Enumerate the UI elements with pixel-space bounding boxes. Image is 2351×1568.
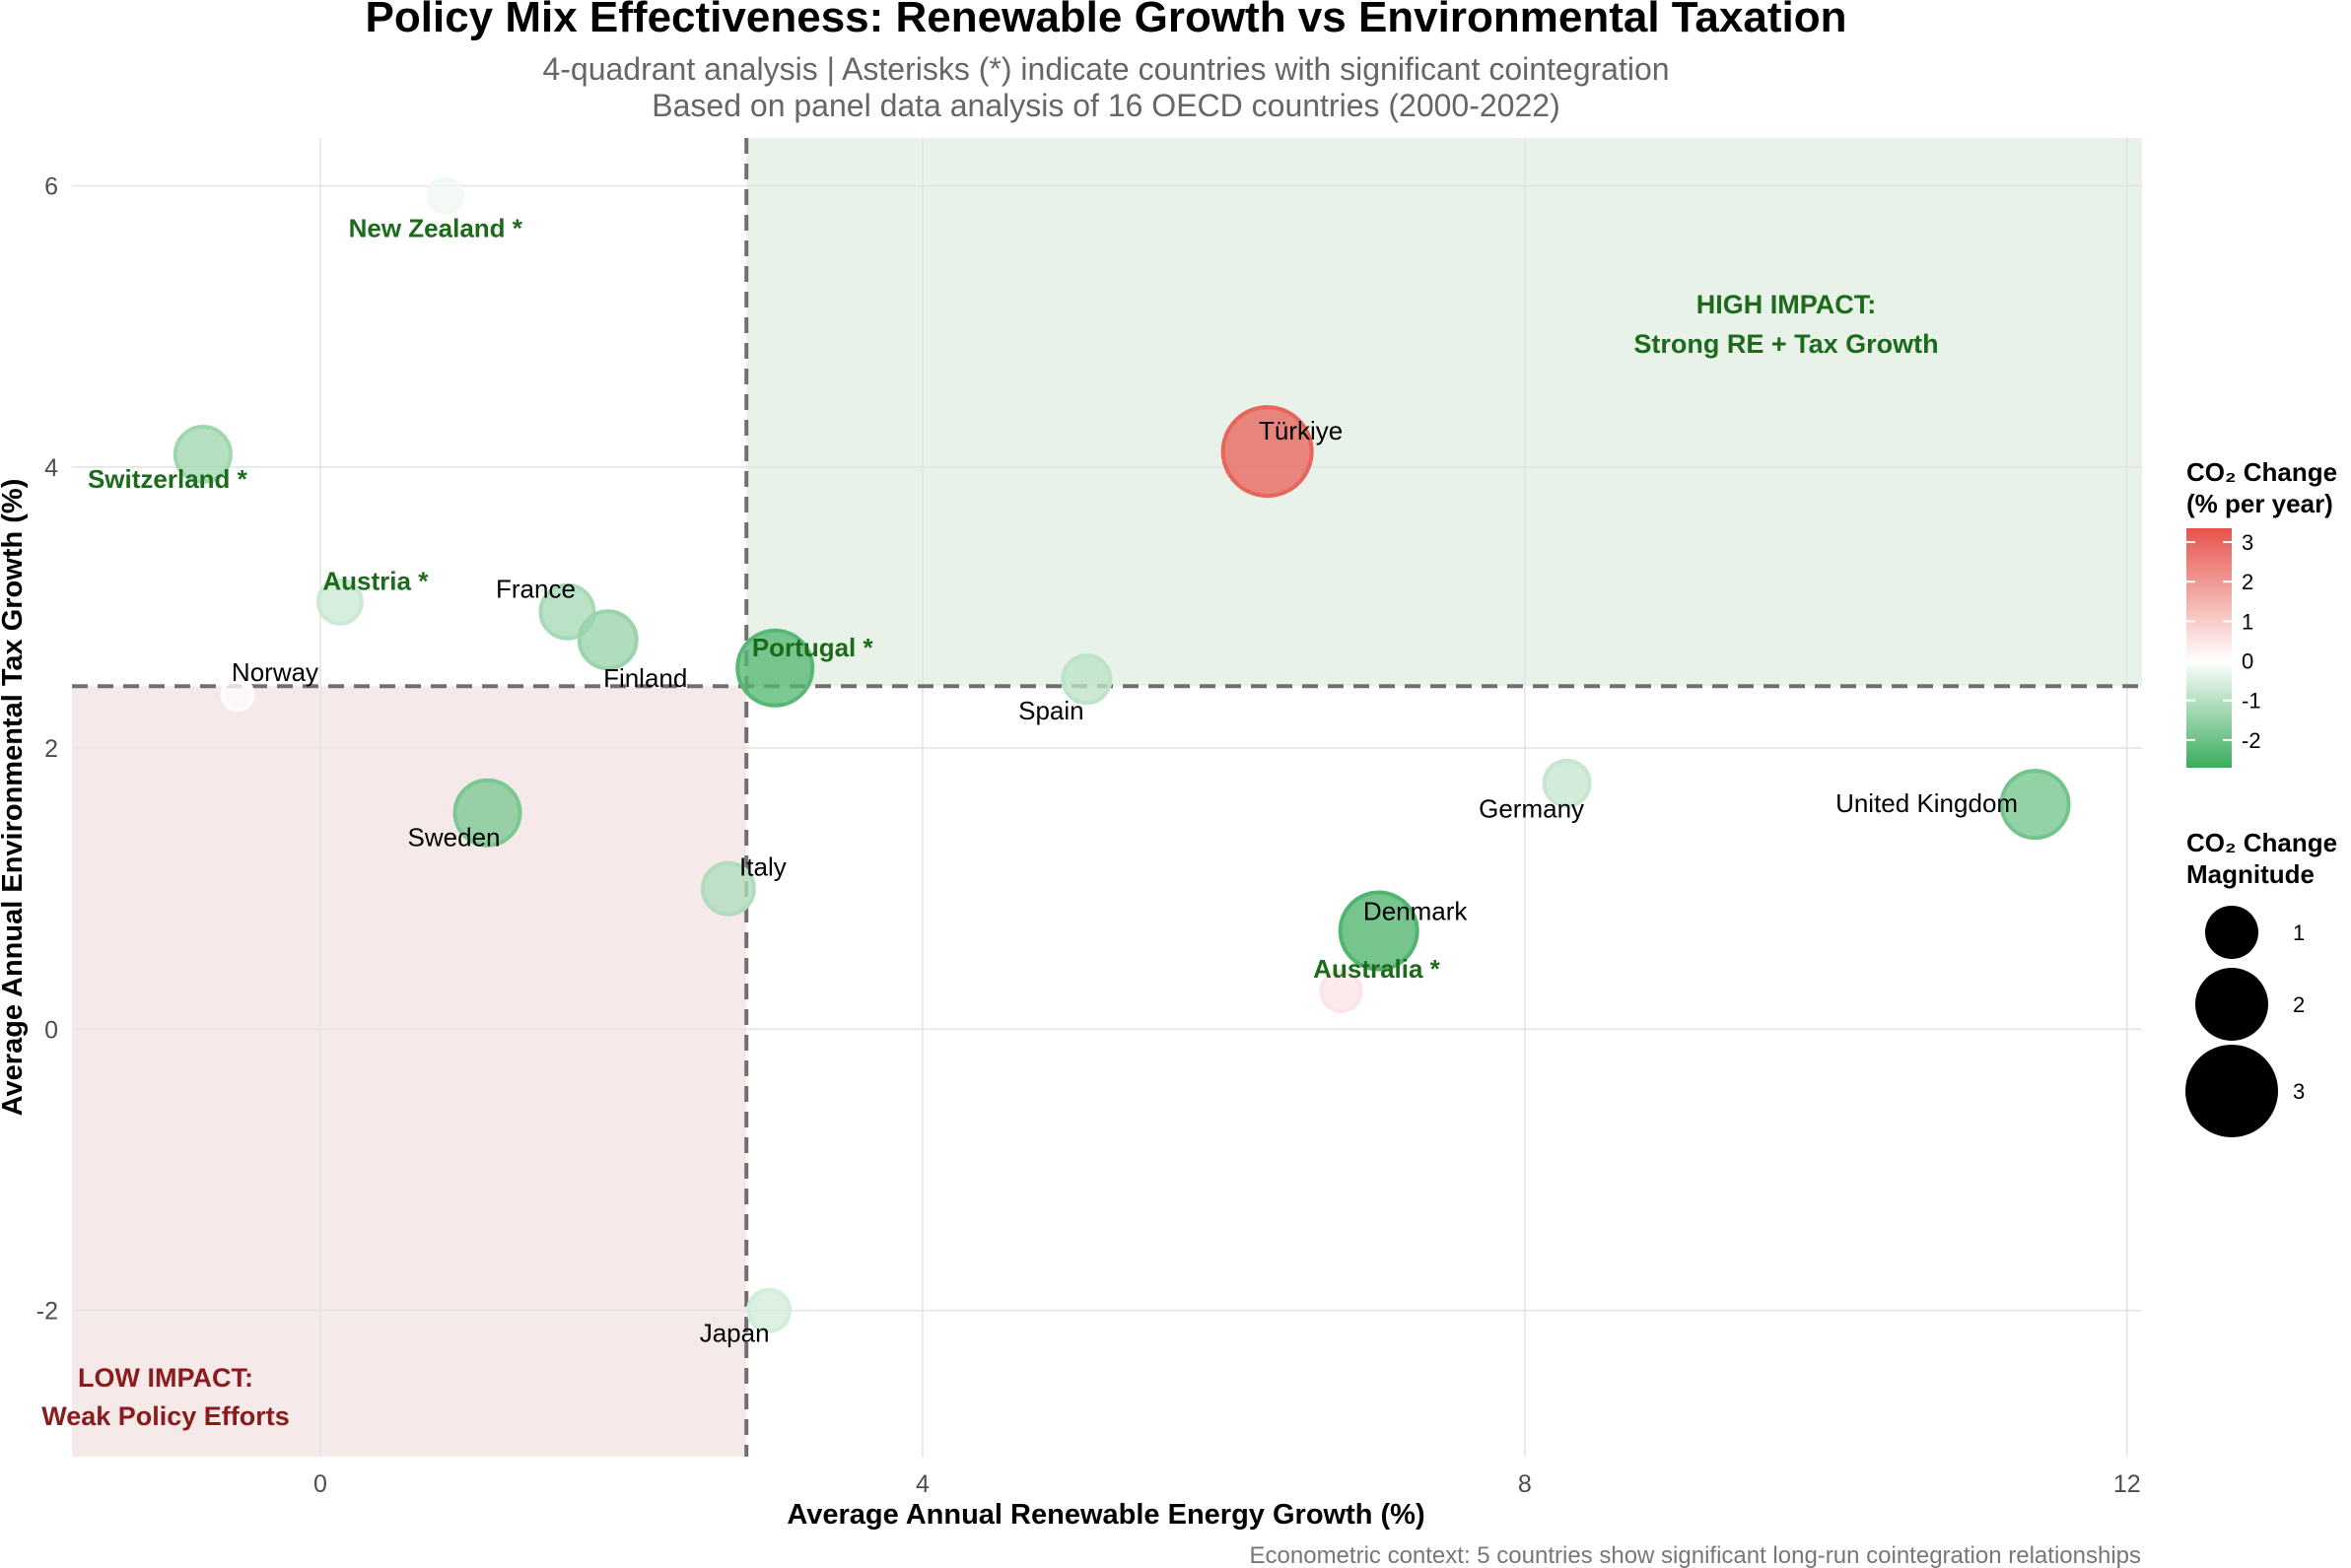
low-impact-label-line-1: LOW IMPACT: — [78, 1363, 253, 1393]
point-germany[interactable] — [1542, 758, 1592, 808]
color-tick-label: -1 — [2242, 689, 2261, 714]
country-label: Sweden — [408, 823, 501, 852]
size-legend-circle — [2195, 968, 2268, 1041]
high-impact-label-line-2: Strong RE + Tax Growth — [1633, 329, 1938, 359]
high-impact-quadrant — [746, 138, 2142, 687]
size-legend-circle — [2185, 1045, 2278, 1137]
country-label: Türkiye — [1259, 416, 1343, 445]
low-impact-label-line-2: Weak Policy Efforts — [41, 1401, 290, 1431]
x-tick-label: 4 — [916, 1470, 930, 1498]
point-austria[interactable] — [315, 578, 364, 626]
axis-ticks: 0 4 8 12 -2 0 2 4 6 — [36, 172, 2141, 1498]
size-legend-items: 1 2 3 — [2185, 906, 2305, 1137]
color-legend-bar — [2186, 528, 2232, 768]
color-tick-label: 1 — [2242, 609, 2253, 634]
point-france[interactable] — [538, 582, 596, 641]
size-legend-label: 1 — [2293, 920, 2305, 945]
point-united-kingdom[interactable] — [1999, 769, 2071, 841]
country-label: France — [496, 575, 576, 604]
color-tick-label: 0 — [2242, 649, 2253, 674]
high-impact-label-line-1: HIGH IMPACT: — [1696, 290, 1877, 319]
color-legend-title-line-1: CO₂ Change — [2186, 457, 2337, 487]
y-tick-label: -2 — [36, 1298, 58, 1326]
country-label: United Kingdom — [1835, 788, 2018, 818]
country-label: Australia * — [1313, 954, 1440, 984]
point-spain[interactable] — [1061, 653, 1113, 706]
data-points — [173, 176, 2071, 1333]
country-labels: New Zealand * Switzerland * Austria * Franc… — [88, 213, 2018, 1347]
size-legend-title-line-1: CO₂ Change — [2186, 828, 2337, 857]
chart-subtitle-line-2: Based on panel data analysis of 16 OECD … — [652, 88, 1559, 123]
country-label: Portugal * — [752, 633, 874, 662]
y-tick-label: 6 — [44, 172, 58, 200]
size-legend-label: 2 — [2293, 992, 2305, 1017]
point-new-zealand[interactable] — [426, 176, 464, 215]
chart-subtitle-line-1: 4-quadrant analysis | Asterisks (*) indi… — [542, 51, 1669, 87]
point-portugal[interactable] — [735, 628, 815, 708]
chart-title: Policy Mix Effectiveness: Renewable Grow… — [366, 0, 1847, 41]
quadrant-labels: HIGH IMPACT: Strong RE + Tax Growth LOW … — [41, 290, 1938, 1431]
color-tick-label: -2 — [2242, 728, 2261, 753]
x-tick-label: 8 — [1518, 1470, 1532, 1498]
size-legend-label: 3 — [2293, 1079, 2305, 1104]
color-tick-label: 3 — [2242, 530, 2253, 555]
country-label: Italy — [739, 852, 787, 882]
point-t-rkiye[interactable] — [1220, 405, 1314, 499]
country-label: Austria * — [322, 567, 429, 596]
point-denmark[interactable] — [1338, 890, 1419, 972]
y-tick-label: 0 — [44, 1016, 58, 1044]
point-norway[interactable] — [220, 677, 255, 713]
quadrant-layer — [72, 138, 2142, 1457]
point-japan[interactable] — [746, 1287, 793, 1333]
size-legend-title-line-2: Magnitude — [2186, 859, 2315, 889]
point-australia[interactable] — [1319, 969, 1363, 1013]
point-finland[interactable] — [577, 609, 639, 671]
country-label: Germany — [1479, 794, 1584, 824]
y-tick-label: 4 — [44, 454, 58, 482]
country-label: Finland — [603, 663, 687, 693]
chart-caption: Econometric context: 5 countries show si… — [1250, 1542, 2141, 1568]
country-label: Norway — [232, 657, 318, 687]
size-legend: CO₂ Change Magnitude 1 2 3 — [2185, 828, 2337, 1137]
point-italy[interactable] — [700, 860, 756, 917]
grid-layer — [72, 138, 2142, 1457]
x-tick-label: 0 — [313, 1470, 327, 1498]
x-tick-label: 12 — [2113, 1470, 2141, 1498]
country-label: New Zealand * — [349, 213, 523, 242]
low-impact-quadrant — [72, 686, 747, 1457]
country-label: Denmark — [1363, 897, 1468, 926]
point-sweden[interactable] — [452, 778, 522, 848]
point-switzerland[interactable] — [173, 424, 233, 484]
y-tick-label: 2 — [44, 735, 58, 763]
color-legend: CO₂ Change (% per year) 3 2 1 0 -1 -2 — [2186, 457, 2337, 768]
size-legend-circle — [2205, 906, 2258, 959]
color-legend-title-line-2: (% per year) — [2186, 489, 2333, 518]
country-label: Japan — [700, 1319, 770, 1348]
x-axis-title: Average Annual Renewable Energy Growth (… — [787, 1499, 1424, 1531]
color-legend-ticks: 3 2 1 0 -1 -2 — [2186, 530, 2261, 753]
country-label: Spain — [1018, 696, 1084, 725]
y-axis-title: Average Annual Environmental Tax Growth … — [0, 479, 29, 1117]
color-tick-label: 2 — [2242, 570, 2253, 594]
country-label: Switzerland * — [88, 464, 248, 494]
